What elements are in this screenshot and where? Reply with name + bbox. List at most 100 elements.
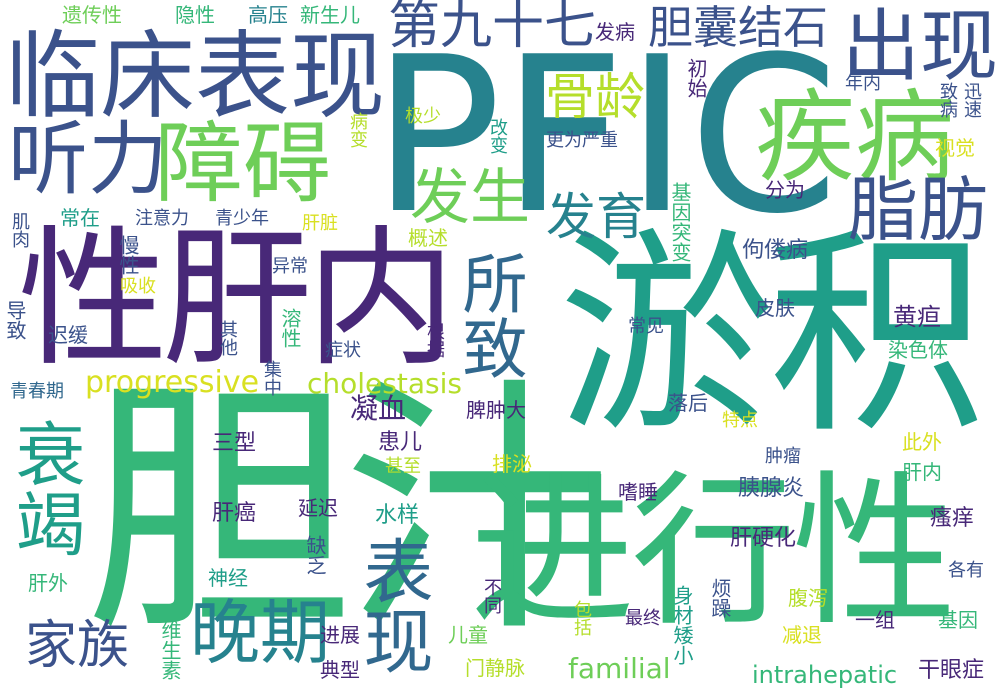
word-cholestasis: cholestasis [307, 367, 462, 400]
word-shuai-jie: 衰竭 [4, 418, 86, 558]
word-wei-sheng-su: 维生素 [158, 620, 182, 680]
word-gan-ying-hua: 肝硬化 [730, 526, 797, 551]
word-shi-jue: 视觉 [935, 136, 975, 160]
word-chu-shi: 初始 [684, 58, 708, 98]
word-ji-yin: 基因 [938, 608, 978, 632]
word-familial: familial [568, 652, 671, 685]
word-ci-wai: 此外 [902, 430, 942, 454]
word-biao-xian: 表现 [352, 535, 434, 675]
word-te-dian: 特点 [722, 410, 758, 431]
word-chu-xian: 出现 [842, 2, 999, 92]
word-zhang-ai: 障碍 [155, 112, 332, 215]
word-ting-li: 听力 [8, 113, 168, 206]
word-dian-xing: 典型 [320, 658, 360, 682]
word-ge-you: 各有 [948, 560, 984, 581]
word-gao-ya: 高压 [248, 3, 288, 27]
word-fen-wei: 分为 [765, 178, 805, 202]
word-bu-tong: 不同 [481, 578, 502, 614]
word-yi-zu: 一组 [855, 608, 895, 632]
word-geng-wei-yan-zhong: 更为严重 [546, 130, 618, 151]
word-dan-nang-jie-shi: 胆囊结石 [648, 1, 829, 54]
word-xi-shou: 吸收 [120, 276, 156, 297]
word-shen-zhi: 甚至 [385, 456, 421, 477]
word-ran-se-ti: 染色体 [888, 338, 948, 362]
word-ji-rou: 肌肉 [9, 212, 30, 248]
word-man-xing: 慢性 [116, 235, 140, 275]
word-dao-zhi: 导致 [3, 300, 27, 340]
word-gan-nei: 肝内 [902, 460, 942, 484]
word-jia-zu: 家族 [25, 616, 130, 676]
word-zhi-fang: 脂肪 [848, 169, 988, 251]
word-jin-zhan: 进展 [320, 623, 360, 647]
word-zhong-liu: 肿瘤 [765, 446, 801, 467]
word-progressive: progressive [85, 365, 260, 400]
word-men-jing-mai: 门静脉 [465, 656, 525, 680]
word-di-jiu-shi-qi: 第九十七 [388, 0, 597, 56]
word-nian-nei: 年内 [845, 73, 881, 94]
word-luo-hou: 落后 [668, 391, 708, 415]
word-yi-xian-yan: 胰腺炎 [738, 476, 805, 501]
word-pai-mi: 排泌 [492, 452, 532, 476]
word-zhi-bing: 致病 [937, 82, 958, 118]
word-jian-tui: 减退 [782, 623, 822, 647]
word-shen-cai-ai-xiao: 身材矮小 [670, 585, 694, 665]
word-sao-yang: 瘙痒 [930, 506, 975, 531]
word-xing-gan-nei: 性肝内 [18, 213, 456, 387]
word-yi-chang: 异常 [272, 256, 308, 277]
word-wan-qi: 晚期 [190, 592, 330, 674]
word-gai-bian: 改变 [487, 118, 508, 154]
word-fu-xie: 腹泻 [788, 586, 828, 610]
word-huan-er: 患儿 [378, 430, 423, 455]
word-yu-ji: 淤积 [558, 210, 986, 463]
word-bing-bian: 病变 [347, 112, 368, 148]
word-shen-jing: 神经 [208, 566, 248, 590]
word-fa-sheng: 发生 [410, 163, 530, 233]
word-zheng-zhuang: 症状 [325, 340, 361, 361]
word-gan-ai: 肝癌 [212, 501, 257, 526]
word-fan-zao: 烦躁 [708, 578, 732, 618]
word-fa-yu: 发育 [546, 188, 646, 246]
word-ji-bing: 疾病 [755, 79, 955, 196]
word-intrahepatic: intrahepatic [752, 661, 898, 689]
word-ji-shao: 极少 [405, 106, 441, 127]
word-jin-xing-xing: 进行性 [470, 456, 957, 648]
word-ji-yin-tu-bian: 基因突变 [668, 182, 692, 262]
word-qing-shao-nian: 青少年 [215, 208, 269, 229]
word-yin-xing: 隐性 [175, 3, 215, 27]
word-rong-xing: 溶性 [278, 308, 302, 348]
word-qing-chun-qi: 青春期 [10, 381, 64, 402]
word-pi-fu: 皮肤 [755, 296, 795, 320]
word-qi-ta: 其他 [217, 320, 238, 356]
word-gu-ling: 骨龄 [545, 68, 645, 126]
word-chi-huan: 迟缓 [48, 323, 88, 347]
word-huang-dan: 黄疸 [893, 303, 941, 331]
word-chang-jian: 常见 [628, 316, 664, 337]
word-fa-bing: 发病 [595, 20, 635, 44]
word-pi-zhong-da: 脾肿大 [466, 398, 526, 422]
word-dan-zhi: 胆汁 [85, 356, 611, 668]
word-gai-shu: 概述 [408, 226, 448, 250]
word-yan-chi: 延迟 [298, 496, 338, 520]
word-zhu-yi-li: 注意力 [135, 208, 189, 229]
word-gan-zang: 肝脏 [302, 213, 338, 234]
word-gou-lou-bing: 佝偻病 [742, 238, 809, 263]
word-xun-su: 迅速 [961, 82, 982, 118]
word-lin-chuang-biao-xian: 临床表现 [5, 22, 386, 132]
word-zui-zhong: 最终 [625, 608, 661, 629]
word-ning-xue: 凝血 [350, 392, 407, 425]
word-xin-sheng-er: 新生儿 [300, 3, 360, 27]
word-bao-kuo: 包括 [571, 600, 592, 636]
word-pfic: PFIC [372, 10, 839, 261]
word-ji-zhong: 集中 [261, 360, 282, 396]
word-yi-chuan-xing: 遗传性 [62, 3, 122, 27]
word-chang-zai: 常在 [60, 206, 100, 230]
word-san-xing: 三型 [212, 431, 257, 456]
word-er-tong: 儿童 [448, 623, 488, 647]
word-shi-shui: 嗜睡 [618, 480, 658, 504]
word-gan-wai: 肝外 [28, 571, 68, 595]
word-shui-yang: 水样 [375, 503, 420, 528]
word-gan-yan-zheng: 干眼症 [918, 658, 985, 683]
word-gen-ju: 根据 [424, 322, 445, 358]
word-que-fa: 缺乏 [303, 535, 327, 575]
